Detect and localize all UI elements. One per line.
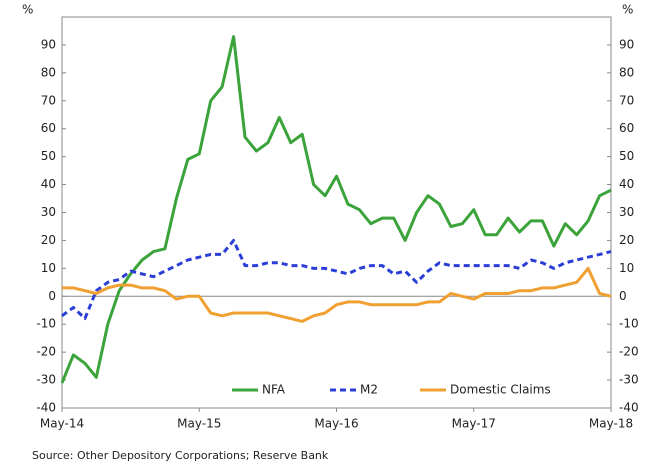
y2-tick-label: 50 bbox=[619, 149, 634, 163]
y2-tick-label: 70 bbox=[619, 93, 634, 107]
y-tick-label: 90 bbox=[41, 37, 56, 51]
y2-tick-label: -20 bbox=[619, 345, 639, 359]
x-tick-label: May-14 bbox=[40, 417, 84, 431]
y2-tick-label: 20 bbox=[619, 233, 634, 247]
y-tick-label: 0 bbox=[48, 289, 56, 303]
y2-tick-label: -10 bbox=[619, 317, 639, 331]
y2-tick-label: -30 bbox=[619, 373, 639, 387]
legend-label: NFA bbox=[262, 383, 286, 397]
x-tick-label: May-16 bbox=[314, 417, 358, 431]
y2-tick-label: 80 bbox=[619, 65, 634, 79]
y-axis-label: % bbox=[22, 3, 33, 17]
legend-label: M2 bbox=[360, 383, 378, 397]
plot-frame bbox=[61, 16, 612, 409]
y-tick-label: -10 bbox=[36, 317, 56, 331]
y-tick-label: 40 bbox=[41, 177, 56, 191]
series-line bbox=[60, 35, 612, 384]
y-tick-label: 60 bbox=[41, 121, 56, 135]
y-tick-label: 10 bbox=[41, 261, 56, 275]
y2-tick-label: 40 bbox=[619, 177, 634, 191]
x-tick-label: May-17 bbox=[452, 417, 496, 431]
y2-tick-label: 90 bbox=[619, 37, 634, 51]
y-tick-label: -30 bbox=[36, 373, 56, 387]
x-tick-label: May-15 bbox=[177, 417, 221, 431]
y-tick-label: 80 bbox=[41, 65, 56, 79]
y2-tick-label: -40 bbox=[619, 401, 639, 415]
x-tick-label: May-18 bbox=[589, 417, 633, 431]
y2-tick-label: 30 bbox=[619, 205, 634, 219]
y2-tick-label: 60 bbox=[619, 121, 634, 135]
y-tick-label: 70 bbox=[41, 93, 56, 107]
y-tick-label: 50 bbox=[41, 149, 56, 163]
y2-axis-label: % bbox=[622, 3, 633, 17]
y-tick-label: -40 bbox=[36, 401, 56, 415]
source-note: Source: Other Depository Corporations; R… bbox=[32, 449, 329, 462]
y-tick-label: 30 bbox=[41, 205, 56, 219]
series-line bbox=[61, 238, 612, 321]
y-tick-label: 20 bbox=[41, 233, 56, 247]
legend-label: Domestic Claims bbox=[450, 383, 551, 397]
y2-tick-label: 10 bbox=[619, 261, 634, 275]
y-tick-label: -20 bbox=[36, 345, 56, 359]
y2-tick-label: 0 bbox=[619, 289, 627, 303]
series-line bbox=[62, 266, 612, 323]
